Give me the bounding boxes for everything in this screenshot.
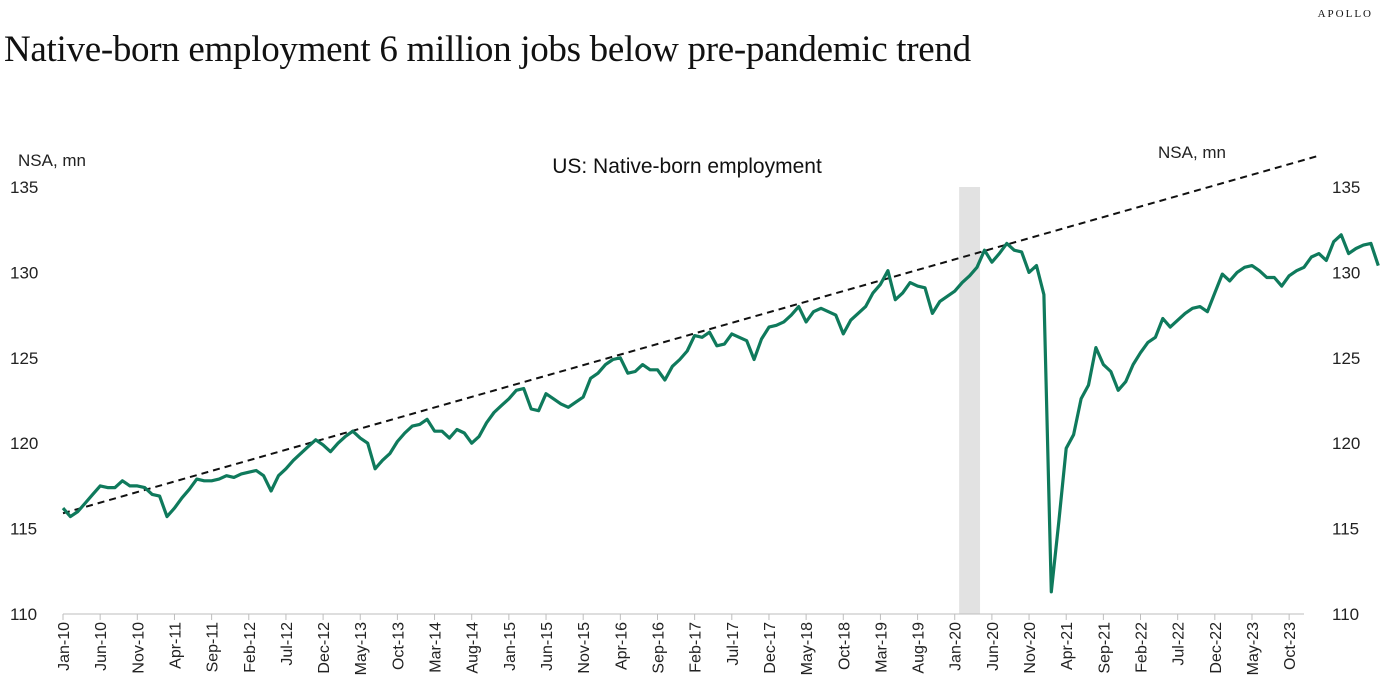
x-tick-label: Mar-19 (873, 622, 890, 673)
x-tick-label: Feb-17 (688, 622, 705, 673)
x-tick-label: Apr-11 (167, 622, 184, 669)
x-tick-label: Nov-15 (576, 622, 593, 674)
x-tick-label: Dec-12 (316, 622, 333, 674)
x-tick-label: Sep-11 (205, 622, 222, 673)
x-tick-label: Apr-16 (613, 622, 630, 670)
x-tick-label: May-13 (353, 622, 370, 675)
chart-title: US: Native-born employment (552, 155, 822, 178)
x-tick-label: Jun-10 (93, 622, 110, 671)
x-tick-label: May-18 (799, 622, 816, 675)
y-tick-label-left: 120 (10, 434, 38, 453)
x-tick-label: Jun-20 (985, 622, 1002, 671)
y-axis-label-right: NSA, mn (1158, 143, 1226, 162)
x-tick-label: Aug-14 (465, 622, 482, 674)
x-tick-label: Jan-10 (56, 622, 73, 671)
x-tick-label: Oct-18 (836, 622, 853, 670)
x-tick-label: Jul-22 (1171, 622, 1188, 666)
y-tick-label-right: 120 (1332, 434, 1360, 453)
recession-shading (959, 187, 981, 614)
series-line-native-born-employment (61, 233, 1380, 594)
x-tick-label: Jun-15 (539, 622, 556, 671)
y-axis-left: 110 115 120 125 130 135 (10, 178, 38, 624)
y-tick-label-right: 125 (1332, 349, 1360, 368)
x-tick-label: Sep-16 (650, 622, 667, 674)
y-axis-right: 110 115 120 125 130 135 (1332, 178, 1360, 624)
y-axis-label-left: NSA, mn (18, 151, 86, 170)
x-axis: Jan-10 Jun-10 Nov-10 Apr-11 Sep-11 Feb-12 Jul-… (56, 614, 1299, 675)
page-title: Native-born employment 6 million jobs be… (4, 29, 971, 70)
x-tick-label: Apr-21 (1059, 622, 1076, 670)
x-tick-label: Jul-12 (279, 622, 296, 666)
x-tick-label: Dec-22 (1208, 622, 1225, 674)
x-tick-label: Feb-22 (1134, 622, 1151, 673)
y-tick-label-left: 130 (10, 263, 38, 282)
y-tick-label-right: 135 (1332, 178, 1360, 197)
x-tick-label: Sep-21 (1096, 622, 1113, 674)
y-tick-label-right: 130 (1332, 263, 1360, 282)
x-tick-label: Jul-17 (725, 622, 742, 666)
x-tick-label: Mar-14 (428, 622, 445, 673)
y-tick-label-left: 110 (10, 605, 37, 624)
x-tick-label: Nov-20 (1022, 622, 1039, 674)
y-tick-label-left: 135 (10, 178, 38, 197)
x-tick-label: Aug-19 (911, 622, 928, 674)
y-tick-label-right: 110 (1332, 605, 1359, 624)
x-tick-label: May-23 (1245, 622, 1262, 675)
x-tick-label: Jan-15 (502, 622, 519, 671)
x-tick-label: Oct-23 (1282, 622, 1299, 670)
x-tick-label: Nov-10 (130, 622, 147, 674)
y-tick-label-left: 125 (10, 349, 38, 368)
x-tick-label: Jan-20 (948, 622, 965, 671)
y-tick-label-right: 115 (1332, 520, 1359, 539)
x-tick-label: Oct-13 (390, 622, 407, 670)
x-tick-label: Dec-17 (762, 622, 779, 674)
trend-line (62, 155, 1319, 515)
x-tick-label: Feb-12 (242, 622, 259, 673)
brand-logo-text: APOLLO (1317, 8, 1373, 20)
y-tick-label-left: 115 (10, 520, 37, 539)
